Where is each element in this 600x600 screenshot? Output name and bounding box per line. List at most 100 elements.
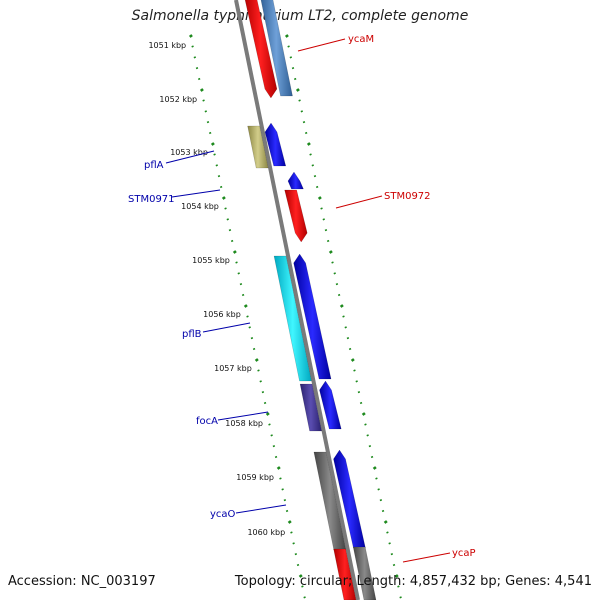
tick-mark-right bbox=[386, 531, 389, 534]
tick-mark-left bbox=[296, 563, 300, 567]
tick-mark-left bbox=[254, 358, 259, 362]
tick-mark-right bbox=[302, 121, 306, 124]
tick-mark-left bbox=[224, 207, 227, 210]
tick-mark-left bbox=[246, 315, 249, 318]
tick-mark-right bbox=[306, 142, 311, 146]
gene-labels: ycaM pflA STM0971 STM0972 pflB focA ycaO… bbox=[128, 34, 476, 563]
tick-mark-right bbox=[397, 585, 400, 588]
tick-mark-right bbox=[390, 553, 394, 556]
gene-arrow[interactable] bbox=[287, 171, 304, 190]
tick-mark-left bbox=[210, 142, 215, 146]
tick-mark-right bbox=[300, 110, 304, 113]
tick-mark-left bbox=[243, 304, 248, 308]
left-tick-track bbox=[188, 34, 306, 599]
tick-mark-left bbox=[261, 391, 265, 394]
label-pflB[interactable]: pflB bbox=[182, 329, 202, 340]
label-STM0971[interactable]: STM0971 bbox=[128, 194, 175, 205]
tick-mark-left bbox=[228, 229, 232, 232]
tick-mark-left bbox=[292, 542, 295, 545]
gene-arrow[interactable] bbox=[244, 0, 278, 99]
tick-mark-left bbox=[283, 499, 287, 502]
tick-mark-left bbox=[235, 261, 238, 264]
tick-mark-left bbox=[202, 99, 205, 102]
tick-mark-left bbox=[281, 488, 284, 491]
tick-mark-right bbox=[309, 153, 312, 156]
tick-mark-right bbox=[364, 423, 367, 426]
tick-mark-right bbox=[379, 499, 383, 502]
tick-mark-right bbox=[344, 326, 347, 329]
tick-mark-right bbox=[328, 250, 333, 254]
tick-mark-left bbox=[206, 121, 210, 124]
label-focA[interactable]: focA bbox=[196, 416, 218, 427]
tick-mark-right bbox=[383, 520, 388, 524]
label-STM0972[interactable]: STM0972 bbox=[384, 191, 431, 202]
gene-arrow[interactable] bbox=[293, 253, 332, 380]
tick-mark-right bbox=[375, 477, 378, 480]
tick-mark-left bbox=[193, 56, 197, 59]
tick-mark-left bbox=[197, 77, 201, 81]
tick-mark-right bbox=[370, 455, 374, 459]
gene-arrow[interactable] bbox=[333, 548, 357, 600]
gene-arrow[interactable] bbox=[260, 0, 293, 97]
tick-mark-right bbox=[392, 563, 396, 567]
tick-mark-right bbox=[337, 293, 341, 297]
tick-mark-left bbox=[239, 283, 243, 286]
gene-arrow[interactable] bbox=[273, 255, 312, 382]
tick-mark-left bbox=[219, 185, 223, 189]
tick-mark-left bbox=[290, 531, 293, 534]
tick-mark-right bbox=[357, 391, 361, 394]
tick-mark-left bbox=[241, 293, 245, 297]
tick-mark-right bbox=[388, 542, 391, 545]
label-ycaM[interactable]: ycaM bbox=[348, 34, 374, 45]
tick-mark-left bbox=[208, 131, 212, 135]
kbp-label: 1057 kbp bbox=[214, 364, 252, 373]
tick-mark-right bbox=[339, 304, 344, 308]
tick-mark-left bbox=[279, 477, 282, 480]
tick-mark-left bbox=[195, 67, 199, 70]
tick-mark-left bbox=[188, 34, 193, 38]
tick-mark-right bbox=[315, 185, 319, 189]
gene-arrow[interactable] bbox=[247, 125, 269, 169]
tick-mark-left bbox=[191, 45, 194, 48]
tick-mark-right bbox=[324, 229, 328, 232]
tick-mark-left bbox=[230, 239, 234, 243]
tick-mark-right bbox=[335, 283, 339, 286]
tick-mark-right bbox=[311, 164, 314, 167]
gene-arrow[interactable] bbox=[264, 122, 287, 167]
tick-mark-right bbox=[320, 207, 323, 210]
tick-mark-left bbox=[272, 445, 276, 448]
tick-mark-right bbox=[348, 347, 352, 351]
tick-mark-right bbox=[353, 369, 356, 372]
tick-mark-left bbox=[250, 337, 254, 340]
map-title: Salmonella typhimurium LT2, complete gen… bbox=[131, 8, 469, 24]
tick-mark-right bbox=[394, 574, 399, 578]
label-pflA[interactable]: pflA bbox=[144, 160, 164, 171]
tick-mark-left bbox=[294, 553, 298, 556]
tick-mark-left bbox=[270, 434, 273, 437]
gene-arrow[interactable] bbox=[299, 383, 322, 432]
tick-mark-left bbox=[232, 250, 237, 254]
tick-mark-left bbox=[248, 326, 251, 329]
tick-mark-left bbox=[287, 520, 292, 524]
tick-mark-left bbox=[265, 412, 270, 416]
tick-mark-right bbox=[331, 261, 334, 264]
tick-mark-right bbox=[377, 488, 380, 491]
kbp-label: 1053 kbp bbox=[170, 148, 208, 157]
tick-mark-right bbox=[355, 380, 358, 383]
tick-mark-left bbox=[263, 401, 267, 405]
tick-mark-right bbox=[368, 445, 372, 448]
gene-arrow[interactable] bbox=[313, 451, 347, 551]
tick-mark-right bbox=[326, 239, 330, 243]
tick-mark-left bbox=[204, 110, 208, 113]
label-ycaO[interactable]: ycaO bbox=[210, 509, 236, 520]
gene-arrow[interactable] bbox=[319, 380, 342, 430]
label-ycaP[interactable]: ycaP bbox=[452, 548, 476, 559]
summary-text: Topology: circular; Length: 4,857,432 bp… bbox=[234, 574, 592, 589]
tick-mark-right bbox=[304, 131, 308, 135]
gene-arrow[interactable] bbox=[352, 546, 377, 600]
tick-mark-right bbox=[361, 412, 366, 416]
tick-mark-right bbox=[291, 67, 295, 70]
tick-mark-right bbox=[350, 358, 355, 362]
gene-arrow[interactable] bbox=[284, 189, 308, 243]
tick-mark-right bbox=[342, 315, 345, 318]
